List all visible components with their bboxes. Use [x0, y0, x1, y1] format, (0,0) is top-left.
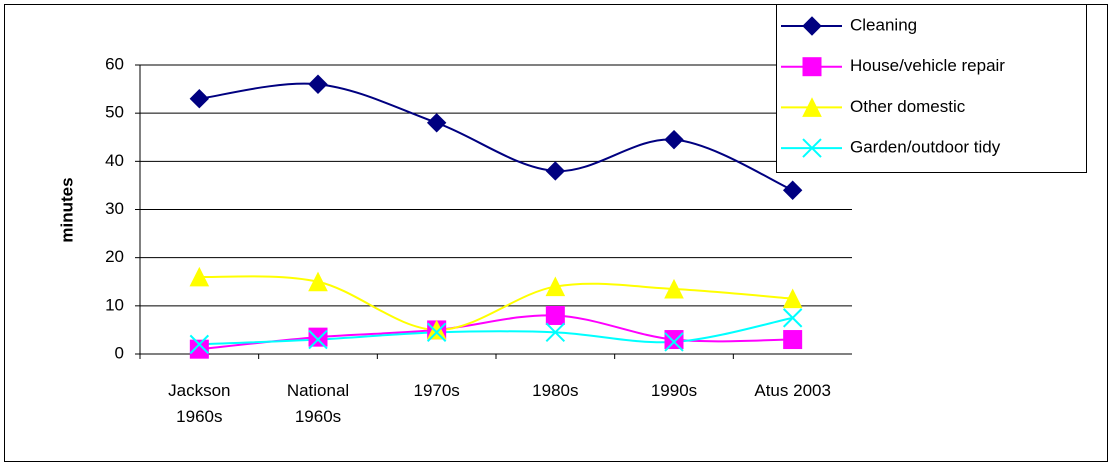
data-point — [189, 89, 210, 109]
x-tick-label: National 1960s — [286, 381, 350, 426]
x-tick-label: 1970s — [413, 381, 460, 400]
data-point — [545, 305, 565, 325]
y-tick-label: 50 — [105, 103, 124, 122]
legend-label: House/vehicle repair — [850, 56, 1005, 75]
data-point — [664, 129, 684, 150]
data-point — [189, 266, 210, 287]
y-axis-label: minutes — [57, 177, 76, 242]
legend-box — [776, 4, 1087, 173]
y-tick-label: 0 — [115, 343, 124, 362]
data-point — [308, 329, 328, 350]
data-point — [664, 278, 684, 299]
legend-label: Garden/outdoor tidy — [850, 138, 1001, 157]
series-line — [199, 316, 793, 346]
legend-label: Other domestic — [850, 97, 966, 116]
legend-marker — [802, 97, 822, 117]
y-tick-label: 10 — [105, 295, 124, 314]
legend-marker — [802, 16, 822, 36]
x-tick-label: Atus 2003 — [754, 381, 831, 400]
data-point — [782, 288, 803, 309]
data-point — [426, 319, 447, 340]
legend-marker — [802, 138, 822, 158]
x-tick-label: 1990s — [650, 381, 698, 400]
y-tick-label: 20 — [105, 247, 124, 266]
x-tick-label: 1980s — [532, 381, 579, 400]
data-point — [545, 276, 566, 297]
data-point — [545, 161, 566, 181]
chart-border — [4, 4, 1108, 462]
data-point — [664, 330, 684, 350]
x-tick-label: Jackson 1960s — [168, 381, 231, 426]
data-point — [783, 330, 803, 350]
y-tick-label: 30 — [105, 199, 124, 218]
data-point — [189, 334, 210, 355]
data-point — [308, 327, 328, 347]
data-point — [545, 322, 566, 343]
series-line — [199, 275, 793, 331]
legend-marker — [802, 57, 822, 77]
y-tick-label: 60 — [105, 54, 124, 73]
data-point — [189, 339, 209, 359]
data-point — [426, 113, 447, 133]
data-point — [426, 322, 447, 343]
data-point — [782, 180, 803, 200]
legend-label: Cleaning — [850, 15, 917, 34]
y-tick-label: 40 — [105, 151, 124, 170]
data-point — [664, 332, 684, 352]
data-point — [308, 271, 328, 292]
data-point — [308, 74, 328, 94]
data-point — [782, 308, 803, 328]
series-line — [199, 82, 794, 192]
